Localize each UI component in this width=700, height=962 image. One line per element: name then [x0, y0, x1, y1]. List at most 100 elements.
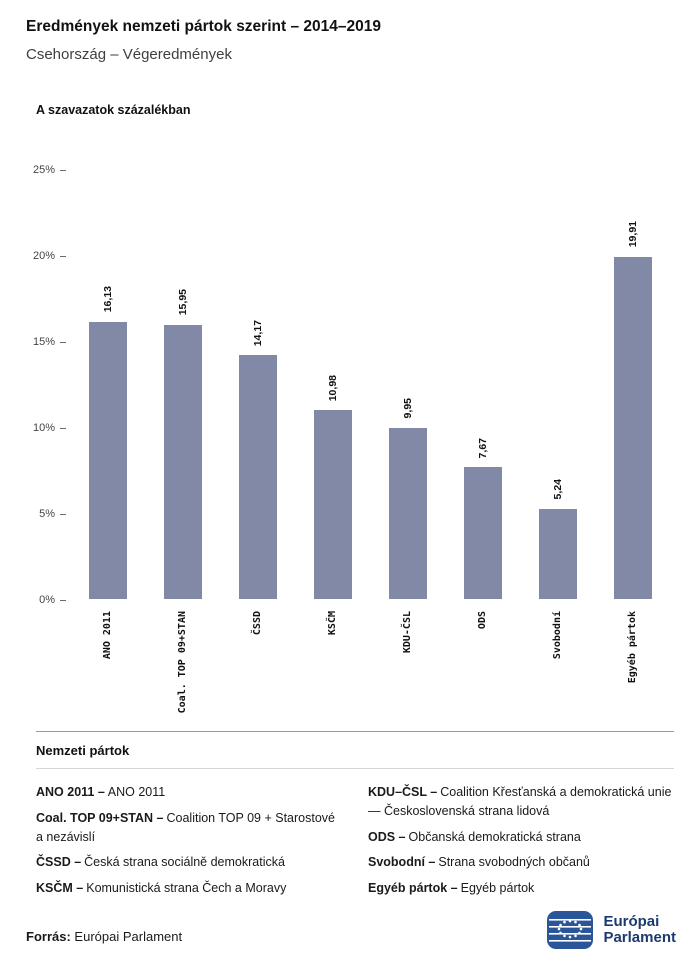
ep-logo-icon [547, 911, 594, 949]
european-parliament-logo: Európai Parlament [546, 908, 676, 952]
bar [613, 256, 652, 599]
party-name: Egyéb pártok [460, 881, 535, 895]
plot-wrap: 0% 5% 10% 15% 20% 25% 16,13 15,95 14,17 10,98 9,9… [33, 164, 670, 606]
legend-item: Svobodní – Strana svobodných občanů [368, 853, 674, 872]
party-name: Komunistická strana Čech a Moravy [86, 881, 287, 895]
x-axis-label-cell: ČSSD [220, 599, 295, 725]
x-axis-label-cell: Coal. TOP 09+STAN [145, 599, 220, 725]
bar [463, 467, 502, 599]
bar-column: 10,98 [295, 169, 370, 599]
party-abbr: ANO 2011 – [36, 785, 105, 799]
party-name: Občanská demokratická strana [408, 829, 581, 844]
party-name: Strana svobodných občanů [438, 855, 590, 870]
party-name: Coalition TOP 09 + Starostové a nezávisl… [36, 810, 335, 844]
x-axis-label-cell: ANO 2011 [70, 599, 145, 725]
plot-area: 16,13 15,95 14,17 10,98 9,95 7,67 5,24 19,91 [70, 169, 670, 599]
bar [88, 321, 127, 599]
ep-logo-line2: Parlament [603, 929, 676, 946]
party-abbr: Coal. TOP 09+STAN – [36, 810, 164, 825]
bar-column: 14,17 [220, 169, 295, 599]
bar [538, 508, 577, 599]
category-label: Coal. TOP 09+STAN [177, 611, 188, 714]
legend-column-left: ANO 2011 – ANO 2011 Coal. TOP 09+STAN – Co… [36, 783, 342, 905]
ep-logo-wordmark: Európai Parlament [603, 912, 676, 946]
bar-column: 5,24 [520, 169, 595, 599]
bar [313, 410, 352, 599]
category-label: ODS [477, 611, 488, 630]
legend-item: Egyéb pártok – Egyéb pártok [368, 879, 674, 898]
y-axis-tick: 10% [33, 422, 66, 434]
legend-item: Coal. TOP 09+STAN – Coalition TOP 09 + St… [36, 809, 342, 847]
footer: Forrás: Európai Parlament [26, 908, 676, 952]
y-axis-tick: 20% [33, 250, 66, 262]
bar-column: 7,67 [445, 169, 520, 599]
y-tick-mark [60, 427, 66, 429]
category-label: KDU-ČSL [402, 611, 413, 654]
bar-value-label: 7,67 [476, 437, 489, 459]
y-tick-label: 5% [39, 508, 55, 520]
x-axis-label-cell: Egyéb pártok [595, 599, 670, 725]
y-tick-label: 20% [32, 250, 55, 262]
bar-value-label: 14,17 [251, 320, 264, 347]
y-tick-label: 10% [32, 422, 55, 434]
y-tick-label: 0% [39, 594, 55, 606]
y-tick-label: 25% [32, 164, 55, 176]
legend-column-right: KDU–ČSL – Coalition Křesťanská a demokrat… [368, 783, 674, 905]
party-name: Coalition Křesťanská a demokratická unie… [368, 785, 672, 818]
bar [163, 324, 202, 599]
page-title: Eredmények nemzeti pártok szerint – 2014… [26, 18, 381, 35]
chart-heading: A szavazatok százalékban [36, 103, 191, 117]
bar-column: 9,95 [370, 169, 445, 599]
y-tick-mark [60, 255, 66, 257]
y-axis-tick: 15% [33, 336, 66, 348]
legend-item: ANO 2011 – ANO 2011 [36, 783, 342, 802]
category-label: ČSSD [252, 611, 263, 636]
y-tick-mark [60, 341, 66, 343]
party-abbr: Egyéb pártok – [368, 881, 458, 895]
y-axis-tick: 0% [39, 594, 66, 606]
page-subtitle: Csehország – Végeredmények [26, 46, 232, 63]
category-label: Svobodní [552, 611, 563, 660]
party-abbr: ČSSD – [36, 855, 82, 870]
x-axis-labels: ANO 2011 Coal. TOP 09+STAN ČSSD KSČM KDU-ČSL… [70, 599, 670, 725]
category-label: ANO 2011 [102, 611, 113, 660]
bar-value-label: 16,13 [101, 286, 114, 313]
legend-item: KSČM – Komunistická strana Čech a Moravy [36, 879, 342, 898]
y-axis-tick: 25% [33, 164, 66, 176]
header: Eredmények nemzeti pártok szerint – 2014… [0, 0, 700, 63]
bar-value-label: 5,24 [551, 479, 564, 500]
y-tick-mark [60, 513, 66, 515]
x-axis-label-cell: KDU-ČSL [370, 599, 445, 725]
legend-item: ODS – Občanská demokratická strana [368, 828, 674, 847]
x-axis-label-cell: KSČM [295, 599, 370, 725]
party-abbr: ODS – [368, 829, 406, 844]
star-ring [558, 919, 583, 939]
category-label: KSČM [327, 611, 338, 636]
party-abbr: Svobodní – [368, 855, 436, 870]
source-note: Forrás: Európai Parlament [26, 929, 182, 952]
bar-value-label: 9,95 [401, 398, 414, 419]
party-legend: Nemzeti pártok ANO 2011 – ANO 2011 Coal. … [36, 731, 674, 905]
y-axis: 0% 5% 10% 15% 20% 25% [4, 164, 66, 606]
bar [238, 355, 277, 599]
bar-column: 15,95 [145, 169, 220, 599]
legend-columns: ANO 2011 – ANO 2011 Coal. TOP 09+STAN – Co… [36, 769, 674, 905]
bar-column: 19,91 [595, 169, 670, 599]
bar-value-label: 19,91 [626, 221, 639, 248]
bar [388, 427, 427, 599]
party-abbr: KSČM – [36, 881, 84, 895]
y-tick-label: 15% [32, 336, 55, 348]
bar-value-label: 15,95 [176, 289, 189, 316]
legend-item: KDU–ČSL – Coalition Křesťanská a demokrat… [368, 783, 674, 821]
legend-item: ČSSD – Česká strana sociálně demokratická [36, 853, 342, 872]
party-abbr: KDU–ČSL – [368, 785, 438, 799]
category-label: Egyéb pártok [627, 611, 638, 684]
x-axis-label-cell: ODS [445, 599, 520, 725]
y-tick-mark [60, 169, 66, 171]
y-tick-mark [60, 599, 66, 601]
source-label: Forrás: [26, 929, 71, 944]
ep-logo-line1: Európai [603, 912, 660, 930]
bar-chart: A szavazatok százalékban 0% 5% 10% 15% 20% 25… [33, 103, 700, 725]
x-axis-label-cell: Svobodní [520, 599, 595, 725]
